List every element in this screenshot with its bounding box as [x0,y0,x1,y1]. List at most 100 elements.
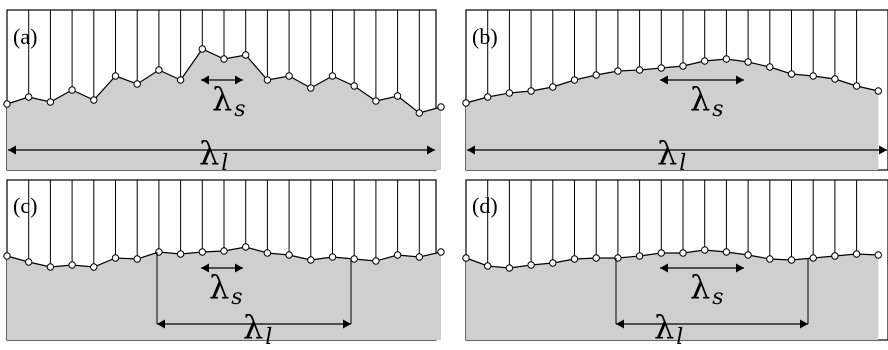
panel-a-lambda-s-sub: s [234,97,245,122]
panel-b-node [570,76,579,84]
panel-a-node [350,82,358,90]
panel-b-node [527,87,535,95]
panel-b-nodes [462,55,882,107]
panel-c-node [176,250,185,258]
panel-c-lambda-s-arrow-head [235,263,243,273]
panel-a-verticals [28,10,420,113]
panel-d-label: (d) [472,193,498,218]
panel-a-node [3,100,11,108]
panel-b-node [462,99,470,107]
panel-b-node [809,72,817,80]
panel-c-node [198,248,207,256]
panel-c-node [263,249,272,257]
panel-c-nodes [3,243,445,271]
panel-b-node [679,62,687,70]
panel-d-lambda-l-sub: l [676,325,683,350]
panel-c-surface-fill [7,247,441,340]
panel-c-node [437,248,445,256]
panel-a-node [263,76,272,84]
panel-d-lambda-s-arrow-head [660,263,668,273]
panel-b-node [852,82,861,90]
panel-d-lambda-s-sub: s [712,285,723,310]
panel-b-lambda-s-sub: s [712,97,723,122]
panel-d-lambda-s-label: λs [690,268,724,310]
panel-d-node [592,254,600,262]
panel-d-node [484,262,492,270]
panel-b-node [874,87,882,95]
panel-c-node [328,253,337,261]
panel-a-nodes [3,45,445,117]
panel-d-node [831,252,839,260]
panel-b-lambda-l-arrow-head [467,145,475,155]
panel-b-lambda-l-main: λ [657,134,677,172]
panel-c-lambda-l-sub: l [265,325,272,350]
panel-a-node [307,84,315,92]
panel-d-node [549,259,557,267]
panel-a-node [242,51,250,59]
panel-b-lambda-s-arrow-head [736,75,744,85]
panel-c-node [307,256,315,264]
panel-b-node [744,58,752,66]
panel-d: (d) λs λl [462,179,888,350]
panel-c-lambda-l-arrow-head [343,319,351,329]
panel-b-lambda-l-sub: l [679,151,686,176]
panel-a-node [220,55,228,63]
panel-b-node [831,75,839,83]
panel-c-label: (c) [13,193,37,218]
panel-d-node [657,249,665,257]
panel-a-lambda-l-label: λl [199,134,228,176]
panel-d-node [701,246,709,254]
panel-c-node [68,261,76,269]
panel-c: (c) λs λl [3,179,445,350]
panel-a-node [155,66,163,74]
panel-a-node [68,86,76,94]
panel-a: (a) λs λl [3,9,445,176]
panel-b-verticals [487,10,858,97]
panel-d-lambda-s-arrow-head [736,263,744,273]
panel-b-node [722,55,731,63]
panel-b-label: (b) [472,24,498,49]
panel-d-node [505,264,514,272]
panel-a-node [415,109,423,117]
panel-b-lambda-s-arrow-head [660,75,668,85]
panel-a-node [372,97,380,105]
panel-a-lambda-s-main: λ [212,80,232,118]
panel-b-node [549,83,557,91]
panel-b-lambda-l-label: λl [657,134,686,176]
panel-a-lambda-l-sub: l [221,151,228,176]
panel-d-node [766,255,774,263]
panel-d-lambda-l-arrow-head [800,319,808,329]
panel-b-node [657,64,665,72]
panel-c-node [90,263,98,271]
panel-c-node [111,254,120,262]
panel-d-node [527,261,535,269]
panel-b-lambda-s-label: λs [690,80,724,122]
panel-d-lambda-l-label: λl [654,308,683,350]
panel-c-node [3,252,11,260]
panel-d-node [787,256,796,264]
panel-a-lambda-l-arrow-head [8,145,16,155]
panel-c-lambda-l-arrow-head [157,319,165,329]
panel-b-node [592,71,600,79]
panel-c-lambda-s-label: λs [209,268,243,310]
panel-b-node [635,66,644,74]
panel-d-node [722,248,731,256]
panel-c-node [46,263,55,271]
panel-a-label: (a) [13,24,37,49]
panel-d-node [874,251,882,259]
panel-c-node [242,243,250,251]
panel-c-lambda-l-label: λl [243,308,272,350]
panel-c-node [285,251,293,259]
panel-c-lambda-l-main: λ [243,308,263,346]
panel-c-node [133,255,141,263]
panel-d-node [570,255,579,263]
panel-d-lambda-l-arrow-head [616,319,624,329]
panel-a-node [393,92,402,100]
panel-a-node [46,98,55,106]
panel-a-node [176,76,185,84]
panel-c-node [350,255,358,263]
panel-b: (b) λs λl [462,9,888,176]
panel-b-node [484,93,492,101]
panel-a-lambda-s-label: λs [212,80,246,122]
